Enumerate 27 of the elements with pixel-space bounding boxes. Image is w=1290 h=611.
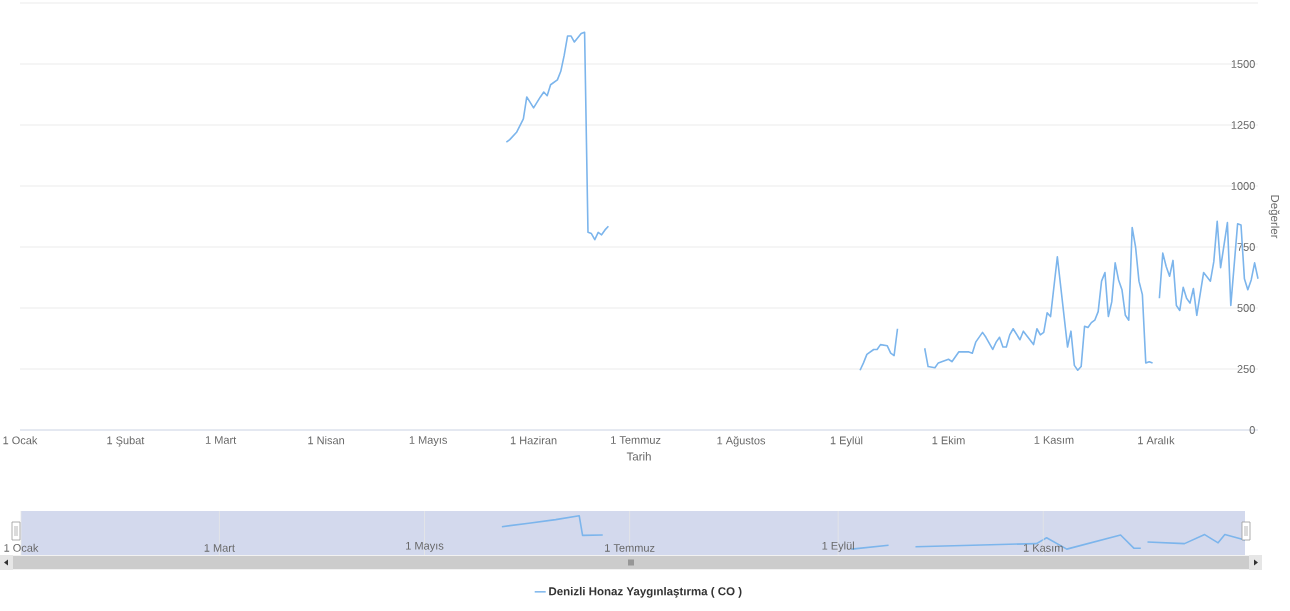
x-tick-label: 1 Eylül (830, 436, 863, 447)
x-tick-label: 1 Aralık (1138, 436, 1175, 445)
x-tick-label: 1 Kasım (1023, 544, 1063, 552)
y-tick-label: 0 (1249, 426, 1255, 434)
x-tick-label: 1 Ocak (3, 436, 38, 445)
y-tick-label: 1250 (1231, 121, 1255, 129)
x-tick-label: 1 Mart (204, 544, 235, 552)
y-tick-label: 1500 (1231, 60, 1255, 68)
y-tick-label: 500 (1237, 304, 1255, 312)
x-tick-label: 1 Kasım (1034, 436, 1074, 444)
x-tick-label: 1 Ekim (932, 436, 965, 445)
x-tick-label: 1 Temmuz (611, 436, 661, 444)
x-tick-label: 1 Temmuz (605, 544, 655, 552)
y-tick-label: 250 (1237, 365, 1255, 373)
y-tick-label: 1000 (1231, 182, 1255, 190)
x-tick-label: 1 Haziran (510, 436, 557, 445)
y-axis-title: Değerler (1268, 195, 1280, 239)
x-tick-label: 1 Ağustos (717, 436, 766, 447)
x-tick-label: 1 Mayıs (406, 541, 444, 552)
x-axis-title: Tarih (626, 452, 651, 461)
x-tick-label: 1 Şubat (107, 436, 145, 447)
x-tick-label: 1 Mart (205, 436, 237, 444)
x-tick-label: 1 Ocak (4, 543, 39, 552)
x-tick-label: 1 Mayıs (409, 436, 447, 447)
x-tick-label: 1 Nisan (308, 436, 345, 445)
legend-label: Denizli Honaz Yaygınlaştırma ( CO ) (549, 586, 742, 598)
x-tick-label: 1 Eylül (822, 541, 854, 552)
